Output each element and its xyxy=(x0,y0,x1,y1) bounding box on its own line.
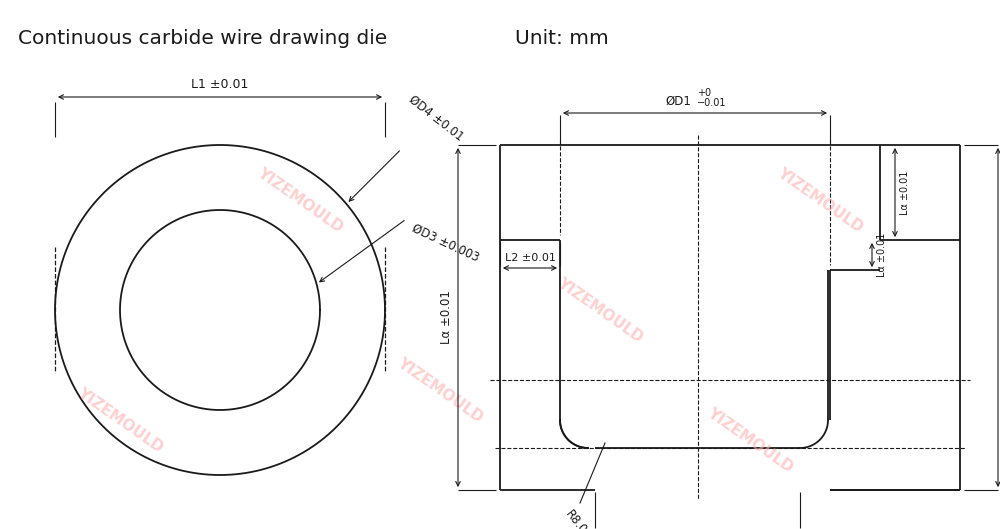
Text: Lα ±0.01: Lα ±0.01 xyxy=(900,170,910,215)
Text: L2 ±0.01: L2 ±0.01 xyxy=(505,253,555,263)
Text: YIZEMOULD: YIZEMOULD xyxy=(74,385,166,455)
Text: R8.00: R8.00 xyxy=(562,508,594,529)
Text: ØD3 ±0.003: ØD3 ±0.003 xyxy=(409,222,481,264)
Text: L1 ±0.01: L1 ±0.01 xyxy=(191,78,249,91)
Text: Continuous carbide wire drawing die: Continuous carbide wire drawing die xyxy=(18,29,387,48)
Text: ØD1: ØD1 xyxy=(665,95,691,108)
Text: Lα ±0.01: Lα ±0.01 xyxy=(440,290,453,344)
Text: YIZEMOULD: YIZEMOULD xyxy=(554,275,646,345)
Text: Lα ±0.01: Lα ±0.01 xyxy=(877,233,887,277)
Text: ØD4 ±0.01: ØD4 ±0.01 xyxy=(406,94,466,144)
Text: YIZEMOULD: YIZEMOULD xyxy=(394,355,486,425)
Text: YIZEMOULD: YIZEMOULD xyxy=(704,405,796,475)
Text: +0
−0.01: +0 −0.01 xyxy=(697,88,726,108)
Text: YIZEMOULD: YIZEMOULD xyxy=(774,165,866,235)
Text: YIZEMOULD: YIZEMOULD xyxy=(254,165,346,235)
Text: Unit: mm: Unit: mm xyxy=(515,29,609,48)
